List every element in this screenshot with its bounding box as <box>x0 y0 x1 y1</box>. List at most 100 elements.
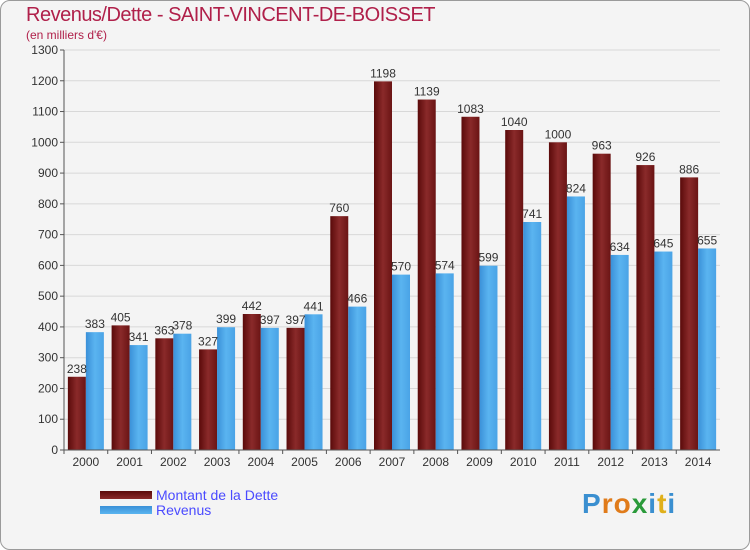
revenus-value-label: 824 <box>566 181 586 195</box>
revenus-bar <box>85 332 104 450</box>
revenus-bar <box>698 248 717 450</box>
x-tick-label: 2002 <box>160 455 187 469</box>
revenus-value-label: 634 <box>610 240 630 254</box>
debt-value-label: 926 <box>635 150 655 164</box>
debt-value-label: 363 <box>154 323 174 337</box>
y-tick-label: 1300 <box>31 43 58 57</box>
debt-bar <box>636 165 655 451</box>
debt-bar <box>548 142 567 451</box>
legend-label-debt: Montant de la Dette <box>156 486 279 503</box>
x-tick-label: 2006 <box>335 455 362 469</box>
y-tick-label: 0 <box>51 443 58 457</box>
debt-bar <box>286 327 305 450</box>
revenus-bar <box>435 273 454 450</box>
debt-bar <box>374 81 392 450</box>
debt-bar <box>330 216 349 450</box>
debt-value-label: 1000 <box>545 127 572 141</box>
debt-value-label: 963 <box>592 139 612 153</box>
debt-bar <box>67 376 86 450</box>
debt-value-label: 1040 <box>501 115 528 129</box>
logo-letter: r <box>601 488 614 519</box>
x-tick-label: 2013 <box>641 455 668 469</box>
revenus-bar <box>610 254 629 450</box>
x-tick-label: 2000 <box>73 455 100 469</box>
revenus-value-label: 655 <box>697 233 717 247</box>
debt-bar <box>592 153 611 450</box>
x-tick-label: 2001 <box>116 455 143 469</box>
revenus-bar <box>173 333 192 450</box>
revenus-value-label: 466 <box>347 292 367 306</box>
revenus-bar <box>566 196 585 450</box>
revenus-bar <box>479 265 498 450</box>
x-tick-label: 2014 <box>685 455 712 469</box>
legend: Montant de la Dette Revenus <box>100 486 279 518</box>
revenus-bar <box>523 222 542 450</box>
debt-value-label: 397 <box>286 313 306 327</box>
x-tick-label: 2012 <box>597 455 624 469</box>
debt-value-label: 886 <box>679 162 699 176</box>
y-tick-label: 100 <box>38 412 58 426</box>
debt-value-label: 327 <box>198 334 218 348</box>
y-tick-label: 1100 <box>32 105 58 119</box>
revenus-bar <box>392 274 410 450</box>
logo-letter: o <box>613 488 632 519</box>
y-tick-label: 700 <box>38 228 58 242</box>
debt-value-label: 1198 <box>370 66 396 80</box>
y-tick-label: 1000 <box>31 135 58 149</box>
x-tick-label: 2007 <box>379 455 406 469</box>
y-tick-label: 500 <box>38 289 58 303</box>
legend-item-debt: Montant de la Dette <box>100 486 279 503</box>
legend-swatch-debt <box>100 490 152 499</box>
debt-bar <box>461 116 480 451</box>
revenus-value-label: 645 <box>653 237 673 251</box>
legend-swatch-revenus <box>100 505 152 514</box>
revenus-bar <box>304 314 323 450</box>
debt-bar <box>680 177 699 450</box>
x-tick-label: 2004 <box>247 455 274 469</box>
logo-letter: t <box>657 488 668 519</box>
x-tick-label: 2010 <box>510 455 537 469</box>
revenus-value-label: 599 <box>478 251 498 265</box>
chart-subtitle: (en milliers d'€) <box>26 28 107 42</box>
debt-value-label: 238 <box>67 362 87 376</box>
debt-value-label: 442 <box>242 299 262 313</box>
y-tick-label: 600 <box>38 258 58 272</box>
debt-bar <box>199 349 218 450</box>
revenus-bar <box>217 327 236 450</box>
logo-letter: i <box>648 488 658 519</box>
revenus-bar <box>348 306 367 450</box>
logo-letter: P <box>582 488 602 519</box>
revenus-value-label: 441 <box>304 299 324 313</box>
revenus-bar <box>654 251 673 450</box>
revenus-bar <box>129 345 148 450</box>
revenus-value-label: 378 <box>172 319 192 333</box>
y-tick-label: 200 <box>38 381 58 395</box>
logo-letter: i <box>667 488 677 519</box>
debt-bar <box>417 99 436 451</box>
x-tick-label: 2008 <box>422 455 449 469</box>
debt-value-label: 1139 <box>414 85 440 99</box>
revenus-value-label: 574 <box>435 258 455 272</box>
revenus-value-label: 399 <box>216 312 236 326</box>
y-tick-label: 1200 <box>31 74 58 88</box>
legend-label-revenus: Revenus <box>156 501 212 518</box>
x-tick-label: 2003 <box>204 455 231 469</box>
debt-bar <box>155 338 174 450</box>
y-tick-label: 400 <box>38 320 58 334</box>
revenus-value-label: 383 <box>85 317 105 331</box>
revenus-bar <box>260 327 279 450</box>
y-tick-label: 300 <box>38 351 58 365</box>
debt-bar <box>505 130 524 450</box>
y-tick-label: 900 <box>38 166 58 180</box>
logo-letter: x <box>631 488 649 519</box>
revenus-value-label: 741 <box>522 207 542 221</box>
revenus-value-label: 341 <box>129 330 149 344</box>
debt-bar <box>111 325 130 450</box>
revenus-value-label: 397 <box>260 313 280 327</box>
debt-value-label: 1083 <box>457 102 484 116</box>
legend-item-revenus: Revenus <box>100 501 278 518</box>
proxiti-logo: Proxiti <box>582 488 676 520</box>
revenus-value-label: 570 <box>391 260 411 274</box>
debt-value-label: 760 <box>329 201 349 215</box>
